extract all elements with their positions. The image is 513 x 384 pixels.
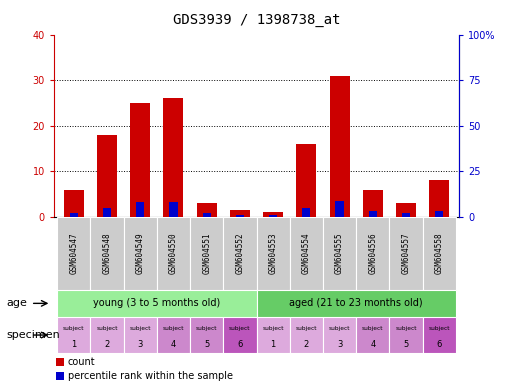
Text: GSM604554: GSM604554 — [302, 233, 311, 274]
Bar — [236, 215, 244, 217]
Text: GSM604552: GSM604552 — [235, 233, 244, 274]
Bar — [423, 317, 456, 353]
Text: 4: 4 — [370, 340, 376, 349]
Text: GSM604550: GSM604550 — [169, 233, 178, 274]
Text: subject: subject — [63, 326, 85, 331]
Bar — [70, 214, 78, 217]
Bar — [196, 203, 216, 217]
Text: 4: 4 — [171, 340, 176, 349]
Text: 3: 3 — [137, 340, 143, 349]
Bar — [230, 210, 250, 217]
Bar — [90, 317, 124, 353]
Text: GDS3939 / 1398738_at: GDS3939 / 1398738_at — [173, 13, 340, 27]
Bar — [297, 144, 317, 217]
Text: GSM604549: GSM604549 — [136, 233, 145, 274]
Bar — [336, 202, 344, 217]
Text: GSM604558: GSM604558 — [435, 233, 444, 274]
Bar — [389, 217, 423, 290]
Bar — [164, 98, 184, 217]
Text: subject: subject — [262, 326, 284, 331]
Text: 5: 5 — [403, 340, 409, 349]
Bar — [269, 215, 277, 217]
Bar — [256, 290, 456, 317]
Bar — [223, 217, 256, 290]
Text: subject: subject — [229, 326, 251, 331]
Bar — [57, 317, 90, 353]
Text: subject: subject — [428, 326, 450, 331]
Bar — [356, 317, 389, 353]
Text: subject: subject — [329, 326, 350, 331]
Text: 2: 2 — [104, 340, 110, 349]
Bar — [169, 202, 177, 217]
Bar — [323, 317, 356, 353]
Bar — [423, 217, 456, 290]
Bar — [57, 290, 256, 317]
Text: GSM604547: GSM604547 — [69, 233, 78, 274]
Bar — [157, 317, 190, 353]
Bar — [90, 217, 124, 290]
Bar — [57, 217, 90, 290]
Bar — [323, 217, 356, 290]
Text: GSM604551: GSM604551 — [202, 233, 211, 274]
Bar — [190, 317, 223, 353]
Text: subject: subject — [163, 326, 184, 331]
Text: subject: subject — [196, 326, 218, 331]
Bar — [429, 180, 449, 217]
Bar — [157, 217, 190, 290]
Bar — [203, 214, 211, 217]
Bar — [130, 103, 150, 217]
Bar — [356, 217, 389, 290]
Bar — [329, 76, 349, 217]
Text: young (3 to 5 months old): young (3 to 5 months old) — [93, 298, 221, 308]
Bar — [97, 135, 117, 217]
Bar — [389, 317, 423, 353]
Text: 6: 6 — [437, 340, 442, 349]
Bar — [263, 212, 283, 217]
Text: GSM604548: GSM604548 — [103, 233, 111, 274]
Text: GSM604553: GSM604553 — [269, 233, 278, 274]
Bar — [302, 208, 310, 217]
Bar — [290, 217, 323, 290]
Text: 6: 6 — [237, 340, 243, 349]
Text: percentile rank within the sample: percentile rank within the sample — [68, 371, 233, 381]
Text: specimen: specimen — [6, 330, 60, 340]
Text: 5: 5 — [204, 340, 209, 349]
Bar — [363, 190, 383, 217]
Bar — [103, 208, 111, 217]
Bar — [136, 202, 144, 217]
Text: GSM604557: GSM604557 — [402, 233, 410, 274]
Bar — [290, 317, 323, 353]
Bar — [64, 190, 84, 217]
Bar — [223, 317, 256, 353]
Bar — [256, 317, 290, 353]
Bar — [402, 214, 410, 217]
Bar — [256, 217, 290, 290]
Bar — [435, 212, 443, 217]
Text: subject: subject — [96, 326, 118, 331]
Text: GSM604556: GSM604556 — [368, 233, 377, 274]
Text: GSM604555: GSM604555 — [335, 233, 344, 274]
Text: 3: 3 — [337, 340, 342, 349]
Text: subject: subject — [362, 326, 384, 331]
Text: subject: subject — [395, 326, 417, 331]
Bar — [124, 217, 157, 290]
Bar — [124, 317, 157, 353]
Text: 2: 2 — [304, 340, 309, 349]
Bar — [396, 203, 416, 217]
Text: age: age — [6, 298, 27, 308]
Bar — [369, 212, 377, 217]
Text: aged (21 to 23 months old): aged (21 to 23 months old) — [289, 298, 423, 308]
Text: count: count — [68, 357, 95, 367]
Bar — [190, 217, 223, 290]
Text: subject: subject — [295, 326, 317, 331]
Text: 1: 1 — [71, 340, 76, 349]
Text: subject: subject — [129, 326, 151, 331]
Text: 1: 1 — [270, 340, 275, 349]
